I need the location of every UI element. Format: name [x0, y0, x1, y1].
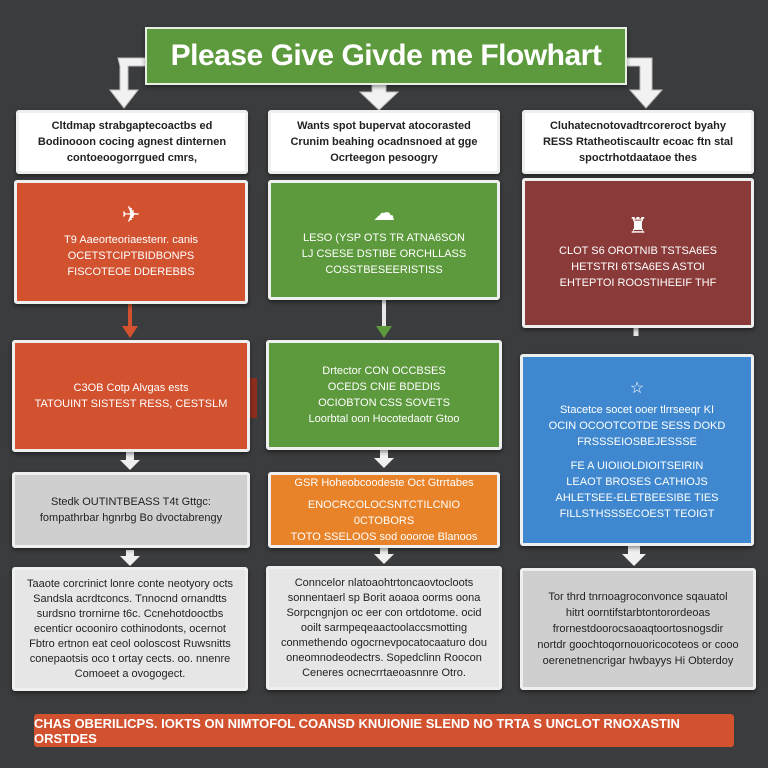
col3-step2-box: ☆ Stacetce socet ooer tlrrseeqr KI OCIN …: [520, 354, 754, 546]
col3-step4-box: Tor thrd tnrnoagroconvonce sqauatol hitr…: [520, 568, 756, 690]
col1-header-line: contoeoogorrgued cmrs,: [66, 152, 198, 164]
col1-step4-line: Comoeet a ovogogect.: [74, 667, 186, 680]
arrow-left-top: [108, 57, 151, 109]
col2-step1-box: ☁ LESO (YSP OTS TR ATNA6SON LJ CSESE DST…: [268, 180, 500, 300]
side-tab-marker: [249, 378, 257, 418]
col2-step2-line: Loorbtal oon Hocotedaotr Gtoo: [308, 413, 460, 425]
col2-step4-line: Ceneres ocnecrrtaeoasnnre Otro.: [302, 666, 466, 679]
col2-step1-line: LESO (YSP OTS TR ATNA6SON: [303, 232, 465, 244]
rocket-icon: ✈: [121, 202, 141, 227]
col3-header-line: Cluhatecnotovadtrcoreroct byahy: [549, 120, 727, 132]
col1-step1-line: FISCOTEOE DDEREBBS: [67, 266, 195, 278]
col3-step1-box: ♜ CLOT S6 OROTNIB TSTSA6ES HETSTRI 6TSA6…: [522, 178, 754, 328]
col3-step4-line: hitrt oorntifstarbtontorordeoas: [565, 607, 711, 619]
col1-step4-box: Taaote corcrinict lonre conte neotyory o…: [12, 567, 248, 691]
col2-step3-line: TOTO SSELOOS sod oooroe Blanoos: [290, 531, 478, 543]
col2-step4-line: oneomnodeodectrs. Sopedclinn Roocon: [286, 651, 482, 664]
col3-header-box: Cluhatecnotovadtrcoreroct byahy RESS Rta…: [522, 110, 754, 174]
col2-header-line: Crunim beahing ocadnsnoed at gge: [290, 136, 478, 148]
col2-header-line: Wants spot bupervat atocorasted: [297, 120, 471, 132]
col2-header-box: Wants spot bupervat atocorasted Crunim b…: [268, 110, 500, 174]
col2-step4-box: Conncelor nlatoaohtrtoncaovtocloots sonn…: [266, 566, 502, 690]
col3-step4-line: oerenetnencrigar hwbayys Hi Obterdoy: [542, 655, 734, 667]
col2-step3-box: GSR Hoheobcoodeste Oct Gtrrtabes ENOCRCO…: [268, 472, 500, 548]
col2-step3-line: GSR Hoheobcoodeste Oct Gtrrtabes: [294, 477, 474, 489]
col3-step1-line: EHTEPTOI ROOSTIHEEIF THF: [559, 277, 717, 289]
col2-step3-line: ENOCRCOLOCSNTCTILCNIO 0CTOBORS: [307, 499, 461, 527]
footer-banner: CHAS OBERILICPS. IOKTS ON NIMTOFOL COANS…: [34, 714, 734, 747]
col1-step1-line: OCETSTCIPTBIDBONPS: [67, 250, 195, 262]
lock-icon: ☁: [373, 200, 395, 225]
col1-header-line: Cltdmap strabgaptecoactbs ed: [51, 120, 213, 132]
col2-step2-line: OCIOBTON CSS SOVETS: [318, 397, 450, 409]
col3-step2-line: OCIN OCOOTCOTDE SESS DOKD: [548, 420, 726, 432]
trophy-icon: ♜: [628, 213, 648, 238]
col1-header-line: Bodinooon cocing agnest dinternen: [37, 136, 227, 148]
col1-step4-line: Sandsla acrdtconcs. Tnnocnd ornandtts: [33, 592, 227, 605]
col1-step3-line: Stedk OUTINTBEASS T4t Gttgc:: [51, 496, 211, 508]
col2-step4-line: conmethendo ogocrnevpocatocaaturo dou: [280, 636, 488, 649]
col2-step4-line: Sorpcngnjon oc eer con ortdotome. ocid: [286, 606, 482, 619]
col2-step1-line: LJ CSESE DSTIBE ORCHLLASS: [301, 248, 467, 260]
col1-step4-line: conepaotsis oco t ortay cects. oo. nnenr…: [29, 652, 231, 665]
col1-header-box: Cltdmap strabgaptecoactbs ed Bodinooon c…: [16, 110, 248, 174]
col2-step1-line: COSSTBESEERISTISS: [325, 264, 443, 276]
col3-header-line: RESS Rtatheotiscaultr ecoac ftn stal: [542, 136, 734, 148]
col2-step4-line: ooilt sarmpeqeaactoolaccsmotting: [300, 621, 468, 634]
col1-step4-line: ecenticr ocooniro cothinodonts, ocernot: [33, 622, 226, 635]
col3-step4-line: Tor thrd tnrnoagroconvonce sqauatol: [548, 591, 728, 603]
page-title: Please Give Givde me Flowhart: [170, 39, 602, 72]
col3-step2-line: LEAOT BROSES CATHIOJS: [566, 476, 708, 488]
col1-step1-box: ✈ T9 Aaeorteoriaestenr. canis OCETSTCIPT…: [14, 180, 248, 304]
star-icon: ☆: [629, 380, 645, 397]
col2-step2-line: OCEDS CNIE BDEDIS: [327, 381, 441, 393]
col2-step4-line: sonnentaerl sp Borit aoaoa oorms oona: [287, 591, 481, 604]
col3-step2-line: AHLETSEE-ELETBEESIBE TIES: [555, 492, 719, 504]
col1-step3-line: fompathrbar hgnrbg Bo dvoctabrengy: [39, 512, 223, 524]
col1-step2-line: TATOUINT SISTEST RESS, CESTSLM: [34, 398, 228, 410]
col2-header-line: Ocrteegon pesoogry: [330, 152, 438, 164]
col2-step4-line: Conncelor nlatoaohtrtoncaovtocloots: [294, 576, 474, 589]
col3-header-line: spoctrhotdaataoe thes: [579, 152, 697, 164]
col3-step4-line: frornestdoorocsaoaqtoortosnogsdir: [552, 623, 724, 635]
col1-step4-line: Taaote corcrinict lonre conte neotyory o…: [26, 577, 234, 590]
col1-step3-box: Stedk OUTINTBEASS T4t Gttgc: fompathrbar…: [12, 472, 250, 548]
col2-step2-box: Drtector CON OCCBSES OCEDS CNIE BDEDIS O…: [266, 340, 502, 450]
col3-step2-line: FE A UIOIIOLDIOITSEIRIN: [570, 460, 704, 472]
col2-step2-line: Drtector CON OCCBSES: [322, 365, 446, 377]
col1-step2-box: C3OB Cotp Alvgas ests TATOUINT SISTEST R…: [12, 340, 250, 452]
col3-step1-line: HETSTRI 6TSA6ES ASTOI: [571, 261, 705, 273]
col3-step2-line: FRSSSEIOSBEJESSSE: [577, 436, 697, 448]
col3-step4-line: nortdr goochtoqornouoricocoteos or cooo: [537, 639, 739, 651]
col1-step4-line: surdsno trornirne t6c. Ccnehotdooctbs: [36, 607, 224, 620]
col1-step1-line: T9 Aaeorteoriaestenr. canis: [64, 234, 198, 246]
col1-step2-line: C3OB Cotp Alvgas ests: [73, 382, 189, 394]
col1-step4-line: Fbtro ertnon eat ceol ooloscost Ruwsnitt…: [29, 637, 231, 650]
col3-step2-line: FILLSTHSSSECOEST TEOIGT: [559, 508, 715, 520]
col3-step2-line: Stacetce socet ooer tlrrseeqr KI: [559, 404, 715, 416]
footer-text: CHAS OBERILICPS. IOKTS ON NIMTOFOL COANS…: [34, 715, 680, 746]
title-banner: Please Give Givde me Flowhart: [145, 27, 627, 85]
col3-step1-line: CLOT S6 OROTNIB TSTSA6ES: [559, 245, 717, 257]
